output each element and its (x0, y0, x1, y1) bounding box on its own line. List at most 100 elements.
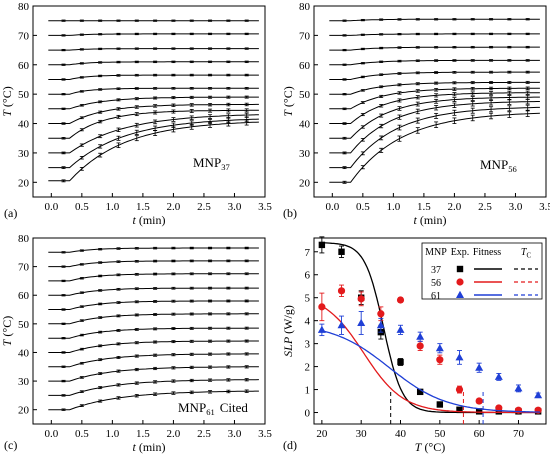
heating-curve (48, 33, 259, 36)
x-tick-label: 0.5 (356, 201, 370, 213)
error-bars (342, 94, 530, 140)
data-point (416, 342, 424, 350)
legend-header: Exp. (451, 247, 470, 258)
x-tick-label: 1.0 (386, 201, 400, 213)
error-bars (342, 86, 530, 111)
x-tick-label: 40 (395, 428, 407, 440)
y-axis-label-unit: (W/g) (281, 305, 295, 337)
axes-b: 0.0 0.5 1.0 1.5 2.0 2.5 3.0 3.5 20 30 40 50 60 70 80 t … (281, 1, 550, 227)
error-bars (61, 47, 249, 52)
data-point (338, 248, 345, 255)
error-bars (342, 70, 530, 81)
error-bars (61, 108, 249, 140)
y-axis-label-unit: (°C) (281, 86, 295, 110)
legend-label: 56 (431, 278, 441, 289)
panel-letter: (d) (283, 438, 297, 452)
error-bars (61, 246, 249, 254)
heating-curve (329, 18, 540, 22)
y-axis-label: T (°C) (281, 86, 295, 116)
axes-c: 0.0 0.5 1.0 1.5 2.0 2.5 3.0 3.5 20 30 40 50 60 70 80 t … (0, 233, 272, 454)
y-axis-label-var: T (281, 109, 295, 117)
curves-c (48, 246, 259, 411)
sample-label: MNP56 (480, 157, 517, 174)
error-bars (342, 80, 530, 96)
x-axis-label-var: t (132, 440, 136, 454)
y-tick-label: 30 (299, 148, 311, 160)
y-tick-label: 80 (299, 1, 311, 13)
data-point (337, 287, 346, 295)
heating-curve (48, 366, 259, 382)
error-bars (61, 60, 249, 66)
legend-marker (456, 278, 464, 286)
error-bars (61, 259, 249, 268)
error-bars (61, 299, 249, 311)
heating-curve (329, 33, 540, 36)
legend-box (421, 242, 543, 300)
x-tick-label: 3.0 (228, 428, 242, 440)
y-tick-label: 0 (305, 408, 311, 420)
error-bars (342, 32, 530, 37)
heating-curve (48, 61, 259, 66)
y-tick-label: 40 (299, 119, 311, 131)
error-bars (61, 112, 249, 155)
heating-curve (329, 106, 540, 169)
data-point (514, 384, 523, 392)
heating-curve (48, 260, 259, 268)
x-tick-label: 3.0 (509, 201, 523, 213)
heating-curve (48, 313, 259, 325)
y-tick-label: 60 (18, 60, 30, 72)
y-tick-label: 60 (18, 290, 30, 302)
y-tick-label: 20 (18, 405, 30, 417)
x-tick-label: 0.0 (44, 201, 58, 213)
heating-curve (329, 59, 540, 66)
data-point (337, 321, 346, 329)
data-point (475, 363, 484, 371)
data-point (494, 372, 503, 380)
x-axis-label: t (min) (413, 213, 446, 227)
y-axis-label: T (°C) (0, 86, 14, 116)
legend-header-var: T (521, 247, 528, 258)
curves-b (329, 18, 540, 184)
x-tick-label: 1.0 (105, 428, 119, 440)
x-tick-label: 0.0 (44, 428, 58, 440)
plot-frame (313, 5, 547, 198)
x-tick-label: 3.5 (258, 428, 272, 440)
panel-b: 0.0 0.5 1.0 1.5 2.0 2.5 3.0 3.5 20 30 40 50 60 70 80 t … (281, 1, 550, 227)
x-tick-label: 0.5 (75, 428, 89, 440)
data-point (514, 406, 523, 414)
data-point (318, 303, 326, 311)
y-tick-label: 2 (305, 362, 311, 374)
y-tick-label: 20 (299, 177, 311, 189)
data-point (475, 397, 483, 405)
x-tick-label: 50 (434, 428, 446, 440)
data-point (534, 391, 543, 399)
error-bars (61, 102, 249, 125)
sample-label: MNP61 Cited (178, 400, 248, 417)
panel-letter: (a) (4, 206, 17, 220)
data-point (495, 404, 503, 412)
heating-curve (329, 71, 540, 80)
x-axis-label-var: t (413, 213, 417, 227)
error-bars (342, 110, 530, 184)
y-axis-label-unit: (°C) (0, 316, 14, 340)
error-bars (61, 73, 249, 81)
data-point (456, 406, 463, 413)
error-bars (61, 272, 249, 283)
error-bars (342, 104, 530, 170)
data-point (475, 408, 483, 415)
x-axis-label-unit: (min) (136, 213, 166, 227)
x-axis-label-unit: (min) (417, 213, 447, 227)
y-axis-label: SLP (W/g) (281, 305, 295, 357)
data-point (416, 388, 424, 396)
x-axis-label-var: T (415, 440, 423, 454)
error-bars (61, 378, 249, 397)
x-tick-label: 2.5 (478, 201, 492, 213)
cited-label: Cited (220, 400, 249, 415)
data-point (318, 241, 326, 249)
heating-curve (48, 300, 259, 310)
error-bars (342, 59, 530, 66)
y-tick-label: 20 (18, 177, 30, 189)
data-point (377, 310, 385, 318)
data-point (416, 332, 425, 340)
data-point (455, 353, 464, 361)
